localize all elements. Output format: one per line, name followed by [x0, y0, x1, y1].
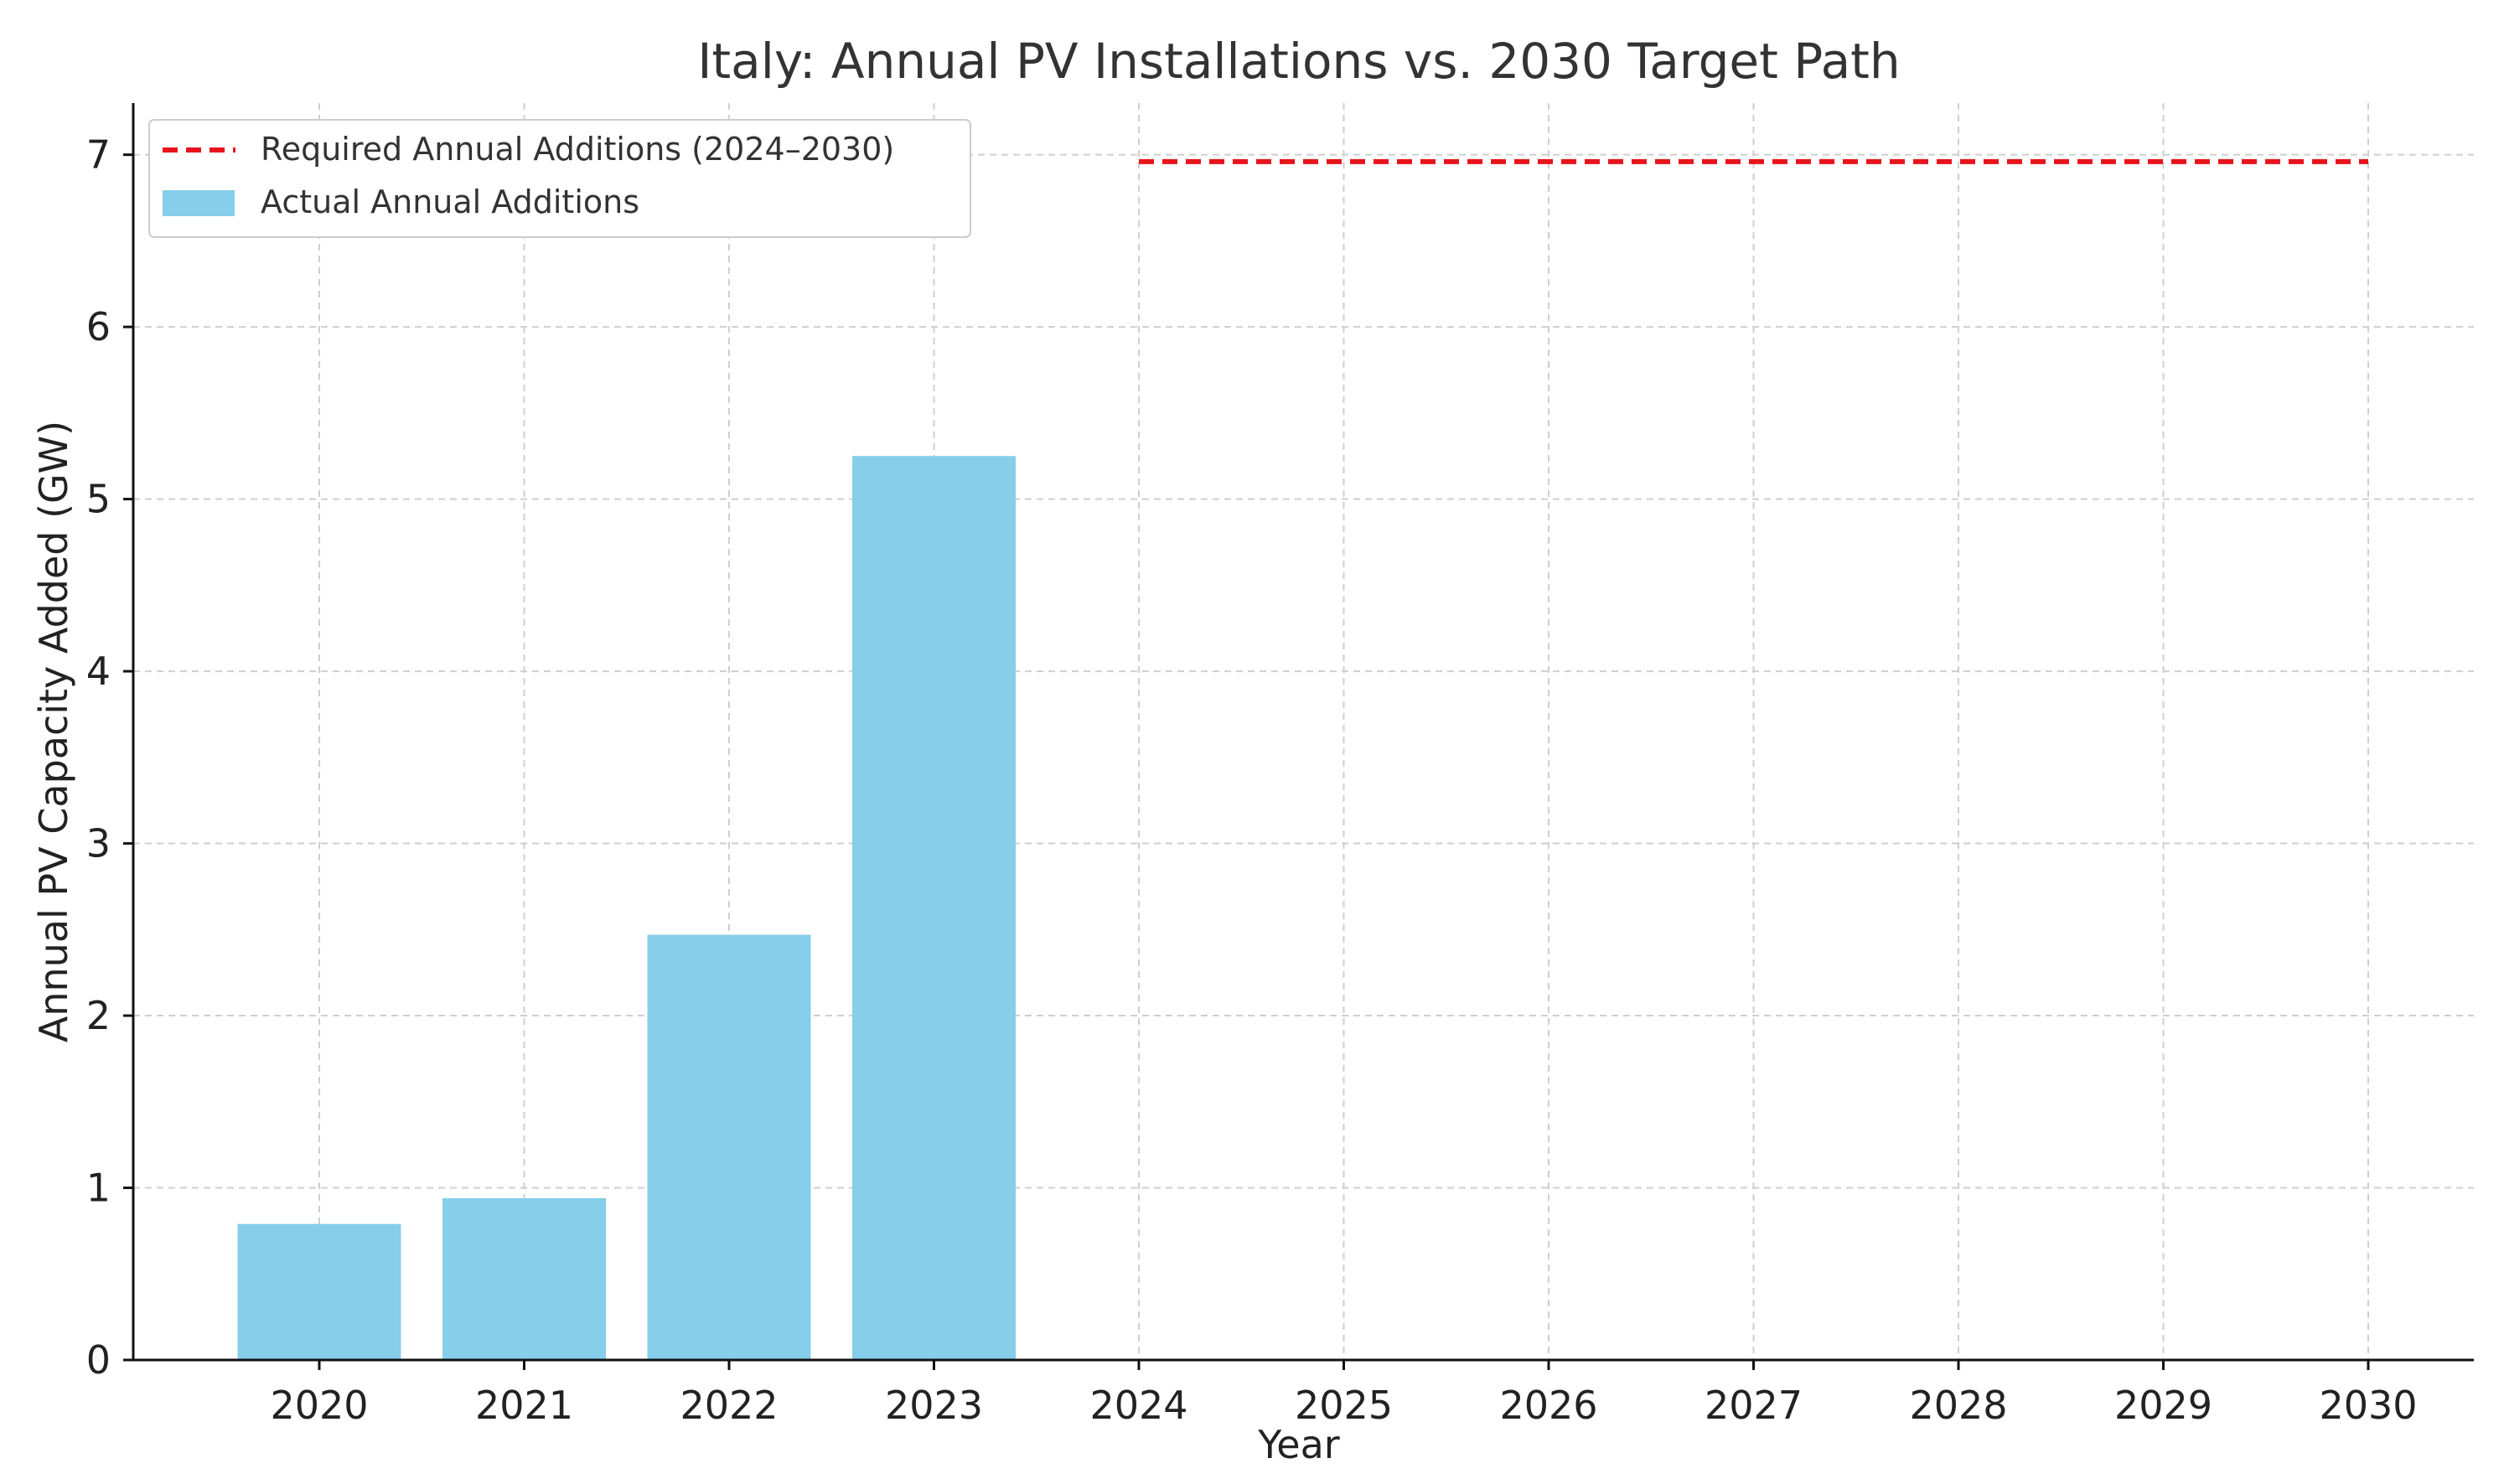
y-tick-label: 5 — [86, 477, 111, 522]
x-tick-label: 2020 — [270, 1383, 368, 1428]
y-tick-label: 3 — [86, 821, 111, 866]
y-tick-label: 1 — [86, 1166, 111, 1211]
x-tick-label: 2028 — [1909, 1383, 2007, 1428]
legend-label-actual: Actual Annual Additions — [261, 184, 639, 220]
x-tick-label: 2021 — [475, 1383, 573, 1428]
bar — [237, 1223, 401, 1360]
x-axis-label: Year — [1257, 1422, 1339, 1467]
legend: Required Annual Additions (2024–2030) Ac… — [148, 119, 971, 238]
x-tick-label: 2027 — [1705, 1383, 1803, 1428]
y-tick-label: 6 — [86, 304, 111, 349]
legend-label-required: Required Annual Additions (2024–2030) — [261, 131, 894, 168]
bar — [647, 934, 811, 1360]
y-tick-label: 2 — [86, 993, 111, 1038]
x-tick-label: 2023 — [885, 1383, 983, 1428]
chart-title: Italy: Annual PV Installations vs. 2030 … — [697, 33, 1900, 90]
x-tick-label: 2022 — [680, 1383, 778, 1428]
legend-frame — [148, 119, 971, 238]
x-tick-labels: 2020 2021 2022 2023 2024 2025 2026 2027 2028 2029… — [270, 1383, 2417, 1428]
x-tick-label: 2030 — [2319, 1383, 2417, 1428]
x-tick-label: 2026 — [1499, 1383, 1597, 1428]
x-tick-label: 2025 — [1295, 1383, 1393, 1428]
x-tick-label: 2024 — [1089, 1383, 1187, 1428]
x-tick-label: 2029 — [2114, 1383, 2212, 1428]
y-tick-label: 4 — [86, 649, 111, 694]
y-tick-labels: 0 1 2 3 4 5 6 7 — [86, 132, 111, 1383]
y-axis-label: Annual PV Capacity Added (GW) — [31, 421, 76, 1042]
bar — [442, 1197, 606, 1360]
legend-bar-swatch — [163, 190, 235, 216]
y-tick-label: 0 — [86, 1337, 111, 1383]
bar — [852, 456, 1016, 1360]
bars-group — [237, 456, 1016, 1360]
axes — [123, 103, 2474, 1370]
y-tick-label: 7 — [86, 132, 111, 178]
